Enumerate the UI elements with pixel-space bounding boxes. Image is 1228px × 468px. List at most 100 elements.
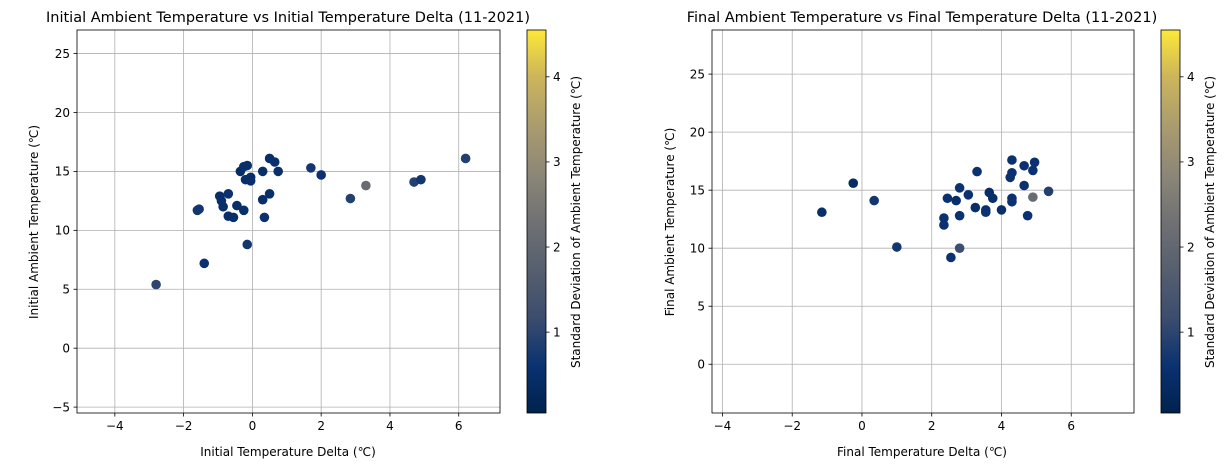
chart-right-data-point	[954, 210, 965, 221]
chart-left-data-point	[238, 205, 249, 216]
chart-left-data-point	[151, 279, 161, 290]
chart-right-colorbar-tick-label: 4	[1187, 70, 1195, 84]
chart-right-data-point	[1022, 210, 1033, 221]
chart-left-x-axis-label: Initial Temperature Delta (℃)	[200, 445, 376, 459]
chart-right-colorbar-tick-label: 1	[1187, 325, 1195, 339]
chart-left-x-tick-label: 0	[249, 419, 257, 433]
chart-left-data-point	[223, 189, 234, 199]
chart-right-data-point	[951, 195, 961, 206]
chart-right-y-tick-label: 25	[690, 67, 705, 81]
chart-left-data-point	[361, 180, 371, 191]
chart-right-grid	[712, 30, 1134, 413]
chart-left-y-tick-label: 5	[62, 283, 70, 297]
chart-right-x-tick-label: −4	[714, 419, 732, 433]
chart-left-x-tick-label: 2	[317, 419, 325, 433]
chart-left-data-point	[245, 176, 256, 186]
chart-right-data-point	[1007, 196, 1017, 207]
chart-left-yticks: −5 0 5 10 15 20 25	[52, 47, 77, 414]
chart-left-colorbar: 1 2 3 4 Standard Deviation of Ambient Tempe…	[526, 29, 583, 414]
chart-right-data-point	[1043, 186, 1054, 197]
chart-right-data-point	[869, 195, 879, 206]
chart-left-data-point	[242, 239, 253, 250]
chart-left-data-point	[232, 200, 242, 211]
chart-right-data-point	[972, 166, 982, 177]
chart-right-y-tick-label: 10	[690, 241, 705, 255]
chart-right-data-point	[963, 190, 974, 200]
chart-left-colorbar-tick-label: 3	[553, 155, 561, 169]
chart-right-x-tick-label: 2	[928, 419, 936, 433]
chart-left-data-point	[460, 153, 471, 164]
chart-left-colorbar-ticks: 1 2 3 4	[546, 70, 561, 339]
chart-right-colorbar-gradient	[1160, 29, 1181, 414]
chart-right-x-tick-label: 6	[1067, 419, 1075, 433]
chart-left-data-point	[228, 212, 239, 223]
chart-left-data-point	[306, 163, 316, 173]
chart-right-data-point	[1007, 155, 1017, 165]
chart-left-y-tick-label: 25	[55, 47, 70, 61]
chart-right-y-tick-label: 0	[697, 358, 705, 372]
chart-left-x-tick-label: −2	[175, 419, 193, 433]
chart-right-data-point	[1019, 180, 1029, 191]
chart-left-data-point	[257, 194, 268, 205]
chart-right-colorbar-tick-label: 2	[1187, 240, 1195, 254]
chart-left-data-point	[218, 201, 228, 212]
chart-right-yticks: 0 5 10 15 20 25	[690, 67, 712, 372]
chart-right-xticks: −4 −2 0 2 4 6	[714, 413, 1075, 433]
chart-left-colorbar-label: Standard Deviation of Ambient Temperatur…	[569, 76, 583, 368]
chart-right-title: Final Ambient Temperature vs Final Tempe…	[687, 10, 1158, 26]
chart-left-grid	[77, 30, 500, 413]
chart-right-data-point	[946, 252, 956, 263]
chart-left: Initial Ambient Temperature vs Initial T…	[27, 10, 583, 459]
chart-left-data-point	[416, 174, 426, 185]
chart-left-y-tick-label: −5	[52, 400, 70, 414]
chart-right-x-tick-label: 4	[998, 419, 1006, 433]
chart-right-data-point	[939, 220, 949, 230]
chart-right-data-point	[980, 207, 991, 218]
chart-right-data-point	[1019, 160, 1029, 171]
chart-right-data-point	[1007, 167, 1017, 178]
chart-left-data-point	[269, 157, 280, 167]
chart-right-points	[817, 155, 1054, 263]
chart-right-x-tick-label: 0	[858, 419, 866, 433]
chart-right-data-point	[987, 193, 998, 204]
chart-right-data-point	[939, 213, 949, 223]
chart-left-y-tick-label: 0	[62, 341, 70, 355]
chart-left-x-tick-label: −4	[106, 419, 124, 433]
chart-left-colorbar-tick-label: 2	[553, 240, 561, 254]
chart-left-title: Initial Ambient Temperature vs Initial T…	[46, 10, 530, 26]
chart-right-y-tick-label: 15	[690, 183, 705, 197]
chart-left-y-axis-label: Initial Ambient Temperature (℃)	[27, 125, 41, 319]
chart-right-data-point	[817, 207, 827, 218]
chart-left-colorbar-gradient	[526, 29, 547, 414]
chart-left-data-point	[242, 160, 253, 171]
chart-right-data-point	[848, 178, 859, 188]
chart-left-x-tick-label: 4	[386, 419, 394, 433]
chart-right-y-axis-label: Final Ambient Temperature (℃)	[663, 128, 677, 317]
chart-right-data-point	[954, 243, 965, 253]
chart-left-data-point	[199, 258, 210, 269]
chart-left-data-point	[316, 170, 326, 180]
chart-right-colorbar-ticks: 1 2 3 4	[1180, 70, 1195, 339]
chart-left-plot-frame	[76, 29, 501, 414]
chart-right-y-tick-label: 20	[690, 125, 705, 139]
chart-right-data-point	[892, 242, 902, 252]
chart-right-colorbar: 1 2 3 4 Standard Deviation of Ambient Tempe…	[1160, 29, 1217, 414]
chart-right-data-point	[942, 193, 953, 204]
chart-left-colorbar-tick-label: 1	[553, 325, 561, 339]
chart-left-data-point	[264, 189, 275, 199]
chart-right: Final Ambient Temperature vs Final Tempe…	[663, 10, 1217, 459]
chart-left-data-point	[194, 204, 204, 214]
chart-left-data-point	[257, 166, 268, 177]
chart-right-data-point	[1028, 165, 1038, 176]
chart-right-data-point	[1029, 157, 1040, 168]
chart-left-x-tick-label: 6	[455, 419, 463, 433]
chart-right-data-point	[1028, 192, 1038, 202]
chart-right-data-point	[970, 202, 981, 213]
chart-left-colorbar-tick-label: 4	[553, 70, 561, 84]
chart-left-points	[151, 153, 471, 290]
chart-right-data-point	[954, 183, 965, 193]
chart-left-y-tick-label: 20	[55, 106, 70, 120]
chart-right-colorbar-label: Standard Deviation of Ambient Temperatur…	[1203, 76, 1217, 368]
chart-right-colorbar-tick-label: 3	[1187, 155, 1195, 169]
